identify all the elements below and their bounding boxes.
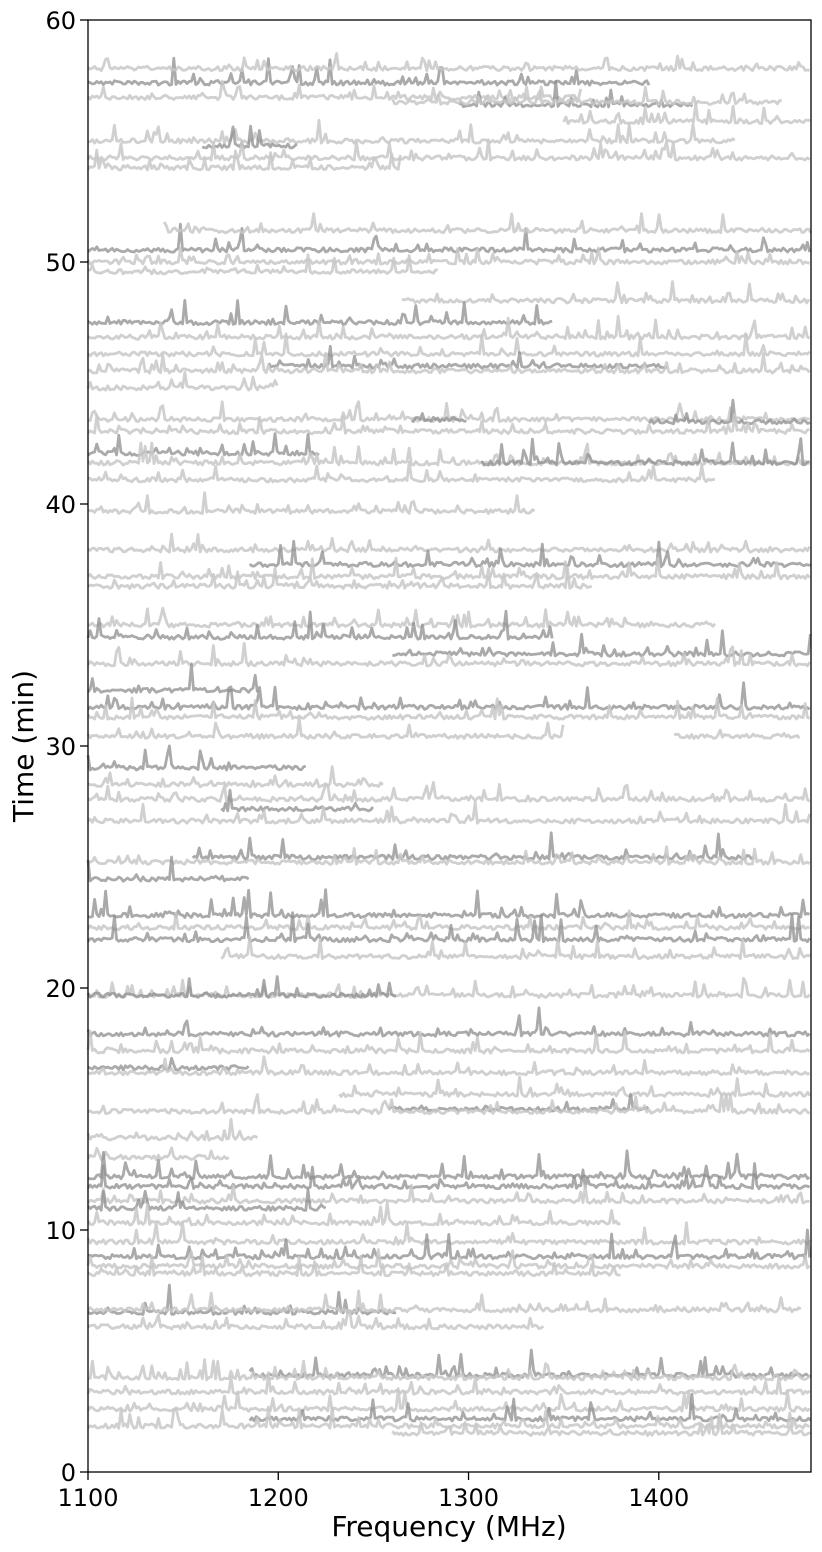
y-tick-label: 20 xyxy=(45,975,76,1003)
spectrum-trace xyxy=(220,935,812,961)
spectrum-trace xyxy=(87,1055,811,1077)
x-tick-label: 1400 xyxy=(628,1484,689,1512)
spectrum-trace xyxy=(86,855,250,883)
spectrum-trace xyxy=(87,1358,811,1382)
spectrum-trace xyxy=(86,246,810,266)
spectrum-trace xyxy=(87,801,811,825)
spectrum-trace xyxy=(480,437,810,467)
traces-layer xyxy=(86,52,813,1437)
spectrum-trace xyxy=(87,52,810,72)
x-axis-label: Frequency (MHz) xyxy=(331,1510,566,1543)
spectrum-trace xyxy=(86,1248,811,1270)
spectrum-trace xyxy=(673,728,801,740)
x-tick-label: 1300 xyxy=(438,1484,499,1512)
y-axis-label: Time (min) xyxy=(7,670,40,823)
spectrum-trace xyxy=(87,79,583,101)
y-tick-label: 40 xyxy=(45,491,76,519)
spectrum-trace xyxy=(86,717,565,740)
spectrum-trace xyxy=(87,781,811,803)
spectrum-trace xyxy=(87,1149,811,1181)
spectrum-trace xyxy=(410,412,467,423)
spectrum-trace xyxy=(87,222,811,254)
spectrum-trace xyxy=(191,831,755,861)
spectrum-trace xyxy=(248,1392,812,1423)
spectrum-trace xyxy=(87,118,736,145)
spectrum-trace xyxy=(86,1387,811,1413)
spectrum-trace xyxy=(648,398,811,426)
spectrum-trace xyxy=(86,1029,811,1055)
spectrum-trace xyxy=(87,606,717,629)
spectrum-trace xyxy=(88,1228,811,1261)
spectrum-trace xyxy=(87,351,811,375)
spectrum-trace xyxy=(87,56,651,87)
spectrum-trace xyxy=(86,148,402,172)
spectrum-trace xyxy=(86,1183,810,1205)
spectrum-trace xyxy=(267,344,668,370)
y-tick-label: 10 xyxy=(45,1217,76,1245)
x-ticks: 1100 1200 1300 1400 xyxy=(57,1472,689,1512)
spectrum-trace xyxy=(391,1415,811,1437)
spectrum-trace xyxy=(86,1146,230,1161)
spectrum-trace xyxy=(86,412,810,435)
spectrum-trace xyxy=(86,1117,259,1142)
spectrum-trace xyxy=(391,85,783,106)
spectrum-trace xyxy=(401,280,811,305)
spectrum-trace xyxy=(86,1006,811,1038)
spectrum-trace xyxy=(220,788,375,813)
spectrum-trace xyxy=(87,491,536,515)
spectrum-trace xyxy=(87,1283,397,1316)
spectrum-trace xyxy=(86,911,811,944)
y-tick-label: 30 xyxy=(45,733,76,761)
spectrum-trace xyxy=(87,888,811,919)
spectrum-trace xyxy=(86,976,811,999)
spectrum-trace xyxy=(87,253,438,276)
spectrum-trace xyxy=(87,1056,250,1072)
spectrum-trace xyxy=(86,371,279,392)
spectrum-trace xyxy=(86,975,397,999)
spectrum-trace xyxy=(86,1371,811,1396)
spectrum-trace xyxy=(87,556,811,581)
spectrum-trace xyxy=(338,1075,812,1099)
y-ticks: 0 10 20 30 40 50 60 xyxy=(45,7,88,1487)
spectrum-trace xyxy=(392,629,812,658)
spectrum-trace xyxy=(458,79,694,109)
spectrum-trace xyxy=(86,744,307,772)
spectrum-trace xyxy=(87,1093,811,1116)
x-tick-label: 1100 xyxy=(57,1484,118,1512)
spectrum-trace xyxy=(87,432,320,457)
spectrum-trace xyxy=(86,138,811,162)
y-tick-label: 0 xyxy=(61,1459,76,1487)
spectrum-trace xyxy=(87,765,384,789)
spectrum-trace xyxy=(248,1348,811,1379)
spectrum-trace xyxy=(201,124,298,150)
spectrum-trace xyxy=(248,539,811,569)
spectrum-trace xyxy=(87,1310,545,1331)
y-tick-label: 50 xyxy=(45,249,76,277)
spectrum-trace xyxy=(86,332,811,358)
spectrum-trace xyxy=(87,298,553,327)
spectrum-trace xyxy=(86,909,810,932)
spectrum-trace xyxy=(87,314,811,341)
x-tick-label: 1200 xyxy=(248,1484,309,1512)
y-tick-label: 60 xyxy=(45,7,76,35)
spectrum-trace xyxy=(162,212,813,235)
spectrum-trace xyxy=(86,696,811,721)
spectrum-trace xyxy=(87,1254,621,1278)
spectrum-trace xyxy=(562,102,811,126)
spectrum-trace xyxy=(86,1201,621,1227)
spectrum-trace xyxy=(87,532,811,554)
spectrum-trace xyxy=(87,681,811,711)
spectrum-trace xyxy=(86,1162,811,1191)
spectrum-trace xyxy=(87,1289,802,1314)
spectrum-trace xyxy=(87,845,811,866)
spectrum-trace xyxy=(87,566,592,590)
spectrum-trace xyxy=(86,642,811,668)
spectrum-trace xyxy=(86,1188,327,1212)
spectrum-trace xyxy=(87,460,716,484)
spectrum-trace xyxy=(86,609,554,641)
